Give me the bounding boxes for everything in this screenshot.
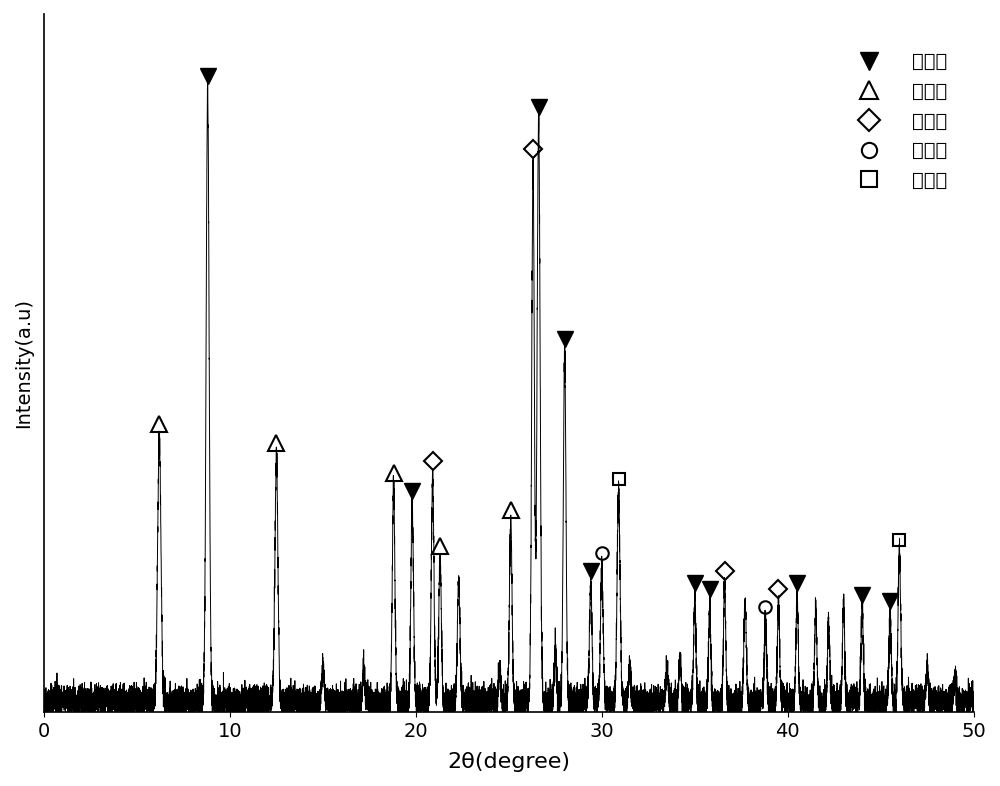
X-axis label: 2θ(degree): 2θ(degree)	[447, 752, 570, 772]
Legend: 水云母, 绻泥石, 石英质, 斜长石, 白云石: 水云母, 绻泥石, 石英质, 斜长石, 白云石	[842, 45, 955, 198]
Y-axis label: Intensity(a.u): Intensity(a.u)	[14, 298, 33, 428]
